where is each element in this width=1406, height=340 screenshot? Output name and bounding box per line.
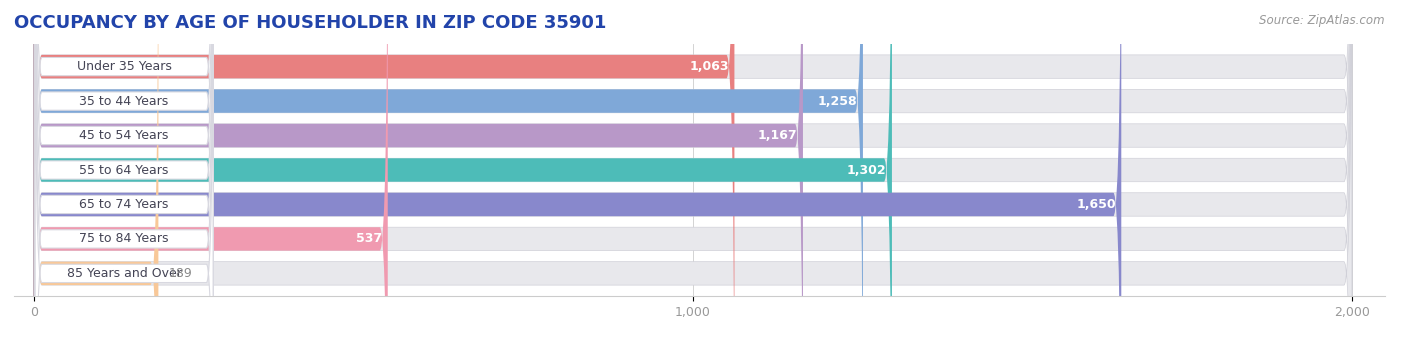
- FancyBboxPatch shape: [34, 0, 863, 340]
- FancyBboxPatch shape: [34, 0, 1353, 340]
- FancyBboxPatch shape: [34, 0, 159, 340]
- FancyBboxPatch shape: [34, 0, 1122, 340]
- FancyBboxPatch shape: [34, 0, 388, 340]
- Text: 55 to 64 Years: 55 to 64 Years: [79, 164, 169, 176]
- FancyBboxPatch shape: [35, 0, 214, 340]
- Text: 1,650: 1,650: [1077, 198, 1116, 211]
- FancyBboxPatch shape: [34, 0, 803, 340]
- FancyBboxPatch shape: [35, 0, 214, 340]
- FancyBboxPatch shape: [34, 0, 1353, 340]
- FancyBboxPatch shape: [35, 0, 214, 340]
- Text: Source: ZipAtlas.com: Source: ZipAtlas.com: [1260, 14, 1385, 27]
- FancyBboxPatch shape: [34, 0, 1353, 340]
- FancyBboxPatch shape: [34, 0, 1353, 340]
- Text: 1,167: 1,167: [758, 129, 797, 142]
- FancyBboxPatch shape: [35, 0, 214, 340]
- Text: 1,302: 1,302: [846, 164, 887, 176]
- Text: 85 Years and Over: 85 Years and Over: [66, 267, 181, 280]
- FancyBboxPatch shape: [35, 0, 214, 340]
- Text: 189: 189: [169, 267, 193, 280]
- Text: 35 to 44 Years: 35 to 44 Years: [80, 95, 169, 107]
- FancyBboxPatch shape: [35, 0, 214, 340]
- Text: 45 to 54 Years: 45 to 54 Years: [79, 129, 169, 142]
- FancyBboxPatch shape: [34, 0, 1353, 340]
- Text: 65 to 74 Years: 65 to 74 Years: [79, 198, 169, 211]
- Text: 75 to 84 Years: 75 to 84 Years: [79, 233, 169, 245]
- Text: Under 35 Years: Under 35 Years: [77, 60, 172, 73]
- Text: OCCUPANCY BY AGE OF HOUSEHOLDER IN ZIP CODE 35901: OCCUPANCY BY AGE OF HOUSEHOLDER IN ZIP C…: [14, 14, 606, 32]
- FancyBboxPatch shape: [35, 0, 214, 340]
- Text: 1,063: 1,063: [689, 60, 730, 73]
- FancyBboxPatch shape: [34, 0, 1353, 340]
- Text: 537: 537: [356, 233, 382, 245]
- FancyBboxPatch shape: [34, 0, 734, 340]
- FancyBboxPatch shape: [34, 0, 1353, 340]
- FancyBboxPatch shape: [34, 0, 891, 340]
- Text: 1,258: 1,258: [818, 95, 858, 107]
